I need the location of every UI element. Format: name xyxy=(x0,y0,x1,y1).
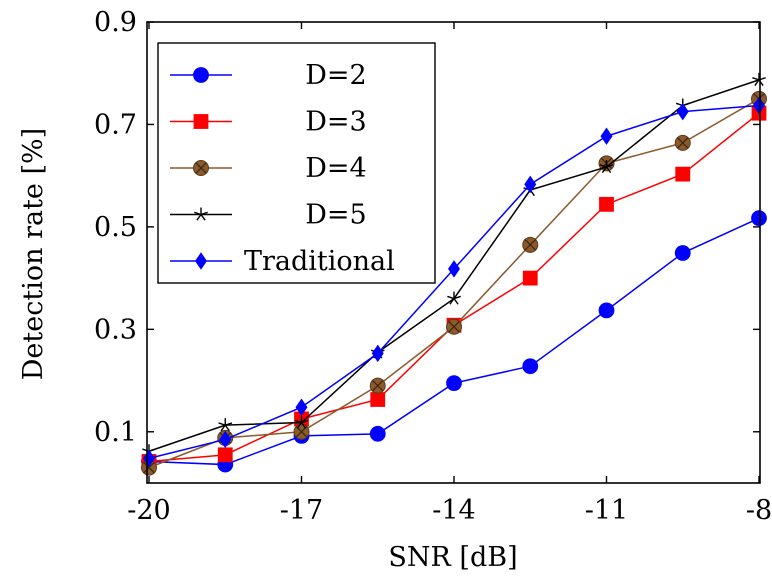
marker-star-ray xyxy=(453,298,459,305)
marker-circle-x-stroke xyxy=(448,321,460,333)
marker-circle xyxy=(369,425,386,442)
legend-item: Traditional xyxy=(170,246,395,277)
axes: -20 -17 -14 -11 -8 0.1 0.3 0.5 0.7 0.9 xyxy=(94,7,772,526)
marker-circle xyxy=(674,245,691,261)
y-tick-label: 0.3 xyxy=(94,314,137,345)
marker-diamond xyxy=(448,260,460,278)
marker-star-ray xyxy=(220,424,226,432)
y-axis-title: Detection rate [%] xyxy=(18,128,49,380)
marker-star-ray xyxy=(449,298,455,305)
marker-circle xyxy=(751,210,767,227)
marker-diamond xyxy=(195,252,207,270)
plot-layer xyxy=(141,72,767,476)
x-tick-label: -17 xyxy=(280,495,323,526)
marker-circle-x xyxy=(193,160,209,176)
y-tick-label: 0.7 xyxy=(94,109,137,140)
series-d-4 xyxy=(141,90,767,476)
marker-star-ray xyxy=(148,448,156,452)
marker-star-ray xyxy=(296,422,303,429)
marker-square xyxy=(599,196,614,212)
marker-star-ray xyxy=(194,211,202,216)
y-tick-label: 0.9 xyxy=(94,7,137,38)
legend-label: D=2 xyxy=(305,60,366,91)
x-tick-label: -20 xyxy=(127,495,170,526)
marker-square xyxy=(193,114,209,129)
marker-circle-x xyxy=(674,134,691,151)
marker-diamond xyxy=(371,344,384,363)
marker-square xyxy=(217,447,233,463)
marker-square xyxy=(522,270,538,286)
marker-square xyxy=(675,166,691,182)
marker-circle-x xyxy=(369,377,386,394)
marker-diamond xyxy=(676,102,689,121)
marker-circle-x xyxy=(522,236,539,253)
x-axis-title: SNR [dB] xyxy=(388,542,517,573)
marker-diamond xyxy=(753,96,765,115)
marker-star-ray xyxy=(605,166,612,174)
marker-star-ray xyxy=(754,79,760,86)
legend-item: D=2 xyxy=(170,60,367,91)
marker-star-ray xyxy=(200,211,208,216)
marker-star xyxy=(447,291,461,305)
x-tick-label: -11 xyxy=(585,495,628,526)
marker-circle xyxy=(598,302,615,319)
marker-circle xyxy=(193,67,209,83)
marker-star-ray xyxy=(601,166,608,174)
marker-circle-x xyxy=(293,423,310,440)
marker-star-ray xyxy=(196,214,202,221)
marker-diamond xyxy=(219,430,232,449)
legend-item: D=3 xyxy=(170,107,367,138)
marker-star xyxy=(752,72,766,86)
legend-label: D=5 xyxy=(305,200,366,231)
legend-label: D=3 xyxy=(305,107,366,138)
legend-item: D=5 xyxy=(170,200,367,231)
marker-circle-x-stroke xyxy=(372,379,384,392)
series-traditional xyxy=(143,96,765,468)
marker-diamond xyxy=(600,127,613,145)
marker-circle-x xyxy=(141,459,157,476)
marker-square xyxy=(370,392,386,407)
marker-circle xyxy=(446,375,462,392)
legend-item: D=4 xyxy=(170,153,367,184)
marker-star xyxy=(194,207,208,221)
marker-star-ray xyxy=(606,164,614,168)
marker-star-ray xyxy=(447,295,455,300)
marker-star-ray xyxy=(599,164,607,168)
legend-label: D=4 xyxy=(305,153,366,184)
marker-star xyxy=(599,159,614,174)
legend-label: Traditional xyxy=(244,246,395,277)
marker-star-ray xyxy=(300,422,307,429)
marker-star-ray xyxy=(752,77,760,81)
marker-star-ray xyxy=(200,214,206,221)
marker-star-ray xyxy=(301,419,309,424)
marker-circle-x-stroke xyxy=(195,162,207,174)
marker-star-ray xyxy=(218,422,226,426)
marker-circle-x xyxy=(446,318,462,335)
legend: D=2 D=3 D=4 D=5 Traditional xyxy=(157,42,436,284)
marker-circle xyxy=(522,358,539,375)
marker-star xyxy=(294,415,309,429)
marker-star-ray xyxy=(453,295,461,300)
marker-star xyxy=(218,418,233,432)
x-tick-label: -8 xyxy=(746,495,772,526)
marker-diamond xyxy=(295,398,308,416)
marker-star-ray xyxy=(224,424,230,432)
marker-star-ray xyxy=(225,422,233,426)
marker-star-ray xyxy=(142,448,150,452)
y-tick-label: 0.1 xyxy=(94,417,137,448)
x-tick-label: -14 xyxy=(432,495,475,526)
marker-star-ray xyxy=(294,419,302,424)
y-tick-label: 0.5 xyxy=(94,212,137,243)
series-d-2 xyxy=(141,210,767,473)
marker-circle-x-stroke xyxy=(143,461,155,474)
marker-diamond xyxy=(524,175,537,194)
marker-circle-x-stroke xyxy=(677,137,689,149)
marker-circle-x-stroke xyxy=(524,239,536,251)
